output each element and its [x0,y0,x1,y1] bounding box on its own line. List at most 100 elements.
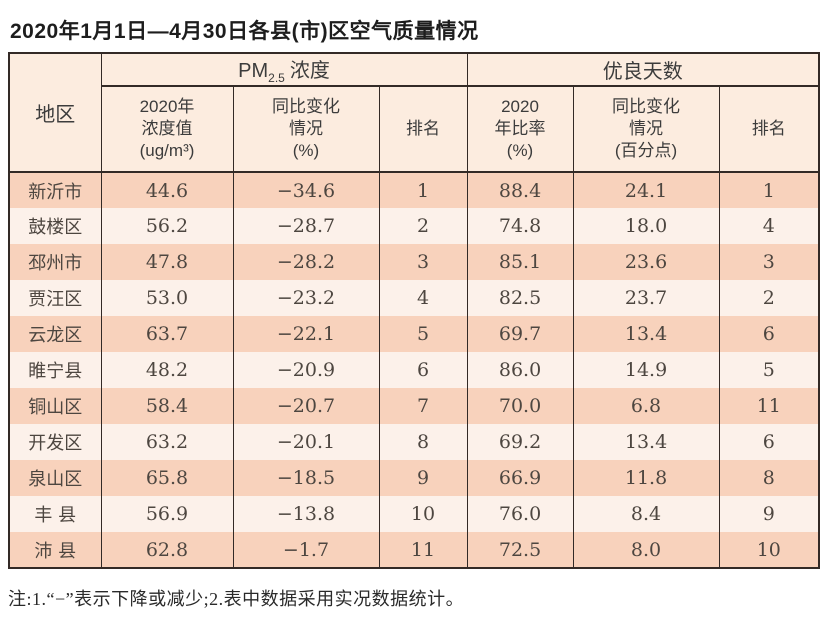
pm-change-cell: −20.7 [232,388,379,424]
rate-rank-cell: 3 [718,244,820,280]
rate-cell: 72.5 [466,532,574,568]
pm-value-cell: 48.2 [100,352,233,388]
rate-change-cell: 8.4 [572,496,720,532]
table-row: 沛 县 62.8 −1.7 11 72.5 8.0 10 [9,532,820,568]
pm-rank-cell: 3 [378,244,468,280]
table-row: 泉山区 65.8 −18.5 9 66.9 11.8 8 [9,460,820,496]
rate-rank-cell: 8 [718,460,820,496]
pm-value-header: 2020年 浓度值 (ug/m³) [100,86,233,173]
region-column-header: 地区 [9,53,101,173]
pm-change-cell: −13.8 [232,496,379,532]
region-cell: 泉山区 [9,460,101,496]
rate-change-cell: 24.1 [572,172,720,208]
pm-value-cell: 63.2 [100,424,233,460]
group-header-row: 地区 PM2.5 浓度 优良天数 [9,53,820,173]
table-row: 开发区 63.2 −20.1 8 69.2 13.4 6 [9,424,820,460]
air-quality-table: 地区 PM2.5 浓度 优良天数 2020年 浓度值 (ug/m³) 同比变化 情… [8,52,821,569]
pm-label: PM [238,60,269,82]
region-cell: 睢宁县 [9,352,101,388]
rate-cell: 76.0 [466,496,574,532]
pm-change-cell: −22.1 [232,316,379,352]
footnote: 注:1.“−”表示下降或减少;2.表中数据采用实况数据统计。 [8,589,465,609]
rate-cell: 88.4 [466,172,574,208]
rate-change-cell: 23.7 [572,280,720,316]
pm-change-cell: −18.5 [232,460,379,496]
pm-change-cell: −1.7 [232,532,379,568]
pm-rank-cell: 7 [378,388,468,424]
days-rank-header: 排名 [718,86,820,173]
region-cell: 贾汪区 [9,280,101,316]
pm-value-cell: 53.0 [100,280,233,316]
days-change-header: 同比变化 情况 (百分点) [572,86,720,173]
region-cell: 铜山区 [9,388,101,424]
rate-rank-cell: 6 [718,316,820,352]
pm-rank-cell: 9 [378,460,468,496]
pm-value-cell: 62.8 [100,532,233,568]
rate-rank-cell: 1 [718,172,820,208]
pm-rank-cell: 1 [378,172,468,208]
pm-value-cell: 47.8 [100,244,233,280]
rate-rank-cell: 6 [718,424,820,460]
region-cell: 鼓楼区 [9,208,101,244]
rate-change-cell: 13.4 [572,424,720,460]
pm-rank-cell: 8 [378,424,468,460]
pm-rank-cell: 4 [378,280,468,316]
table-row: 鼓楼区 56.2 −28.7 2 74.8 18.0 4 [9,208,820,244]
table-row: 睢宁县 48.2 −20.9 6 86.0 14.9 5 [9,352,820,388]
pm-value-cell: 56.2 [100,208,233,244]
rate-rank-cell: 11 [718,388,820,424]
pm-change-cell: −23.2 [232,280,379,316]
region-cell: 云龙区 [9,316,101,352]
table-row: 贾汪区 53.0 −23.2 4 82.5 23.7 2 [9,280,820,316]
pm-rank-cell: 10 [378,496,468,532]
pm-change-header: 同比变化 情况 (%) [232,86,379,173]
rate-change-cell: 14.9 [572,352,720,388]
rate-change-cell: 8.0 [572,532,720,568]
rate-cell: 74.8 [466,208,574,244]
pm-change-cell: −20.9 [232,352,379,388]
pm-rank-cell: 5 [378,316,468,352]
rate-change-cell: 13.4 [572,316,720,352]
pm-value-cell: 58.4 [100,388,233,424]
pm-rank-cell: 2 [378,208,468,244]
table-row: 丰 县 56.9 −13.8 10 76.0 8.4 9 [9,496,820,532]
rate-cell: 82.5 [466,280,574,316]
pm-value-cell: 63.7 [100,316,233,352]
pm-group-header: PM2.5 浓度 [100,53,468,87]
rate-cell: 70.0 [466,388,574,424]
region-cell: 新沂市 [9,172,101,208]
pm-rank-cell: 6 [378,352,468,388]
rate-cell: 69.7 [466,316,574,352]
rate-change-cell: 11.8 [572,460,720,496]
rate-rank-cell: 10 [718,532,820,568]
table-row: 铜山区 58.4 −20.7 7 70.0 6.8 11 [9,388,820,424]
pm-change-cell: −28.2 [232,244,379,280]
rate-cell: 66.9 [466,460,574,496]
pm-rank-header: 排名 [378,86,468,173]
sub-header-row: 2020年 浓度值 (ug/m³) 同比变化 情况 (%) 排名 2020 年比… [9,86,820,173]
rate-cell: 69.2 [466,424,574,460]
pm-rank-cell: 11 [378,532,468,568]
pm-value-cell: 44.6 [100,172,233,208]
table-row: 邳州市 47.8 −28.2 3 85.1 23.6 3 [9,244,820,280]
pm-value-cell: 56.9 [100,496,233,532]
pm-change-cell: −28.7 [232,208,379,244]
rate-change-cell: 23.6 [572,244,720,280]
table-row: 新沂市 44.6 −34.6 1 88.4 24.1 1 [9,172,820,208]
region-cell: 开发区 [9,424,101,460]
rate-change-cell: 6.8 [572,388,720,424]
pm-change-cell: −34.6 [232,172,379,208]
region-cell: 沛 县 [9,532,101,568]
rate-rank-cell: 5 [718,352,820,388]
pm-value-cell: 65.8 [100,460,233,496]
pm-subscript: 2.5 [268,71,285,85]
rate-change-cell: 18.0 [572,208,720,244]
table-row: 云龙区 63.7 −22.1 5 69.7 13.4 6 [9,316,820,352]
good-days-group-header: 优良天数 [466,53,820,87]
rate-rank-cell: 4 [718,208,820,244]
rate-cell: 86.0 [466,352,574,388]
rate-rank-cell: 9 [718,496,820,532]
rate-cell: 85.1 [466,244,574,280]
page-title: 2020年1月1日—4月30日各县(市)区空气质量情况 [10,20,479,43]
region-cell: 邳州市 [9,244,101,280]
